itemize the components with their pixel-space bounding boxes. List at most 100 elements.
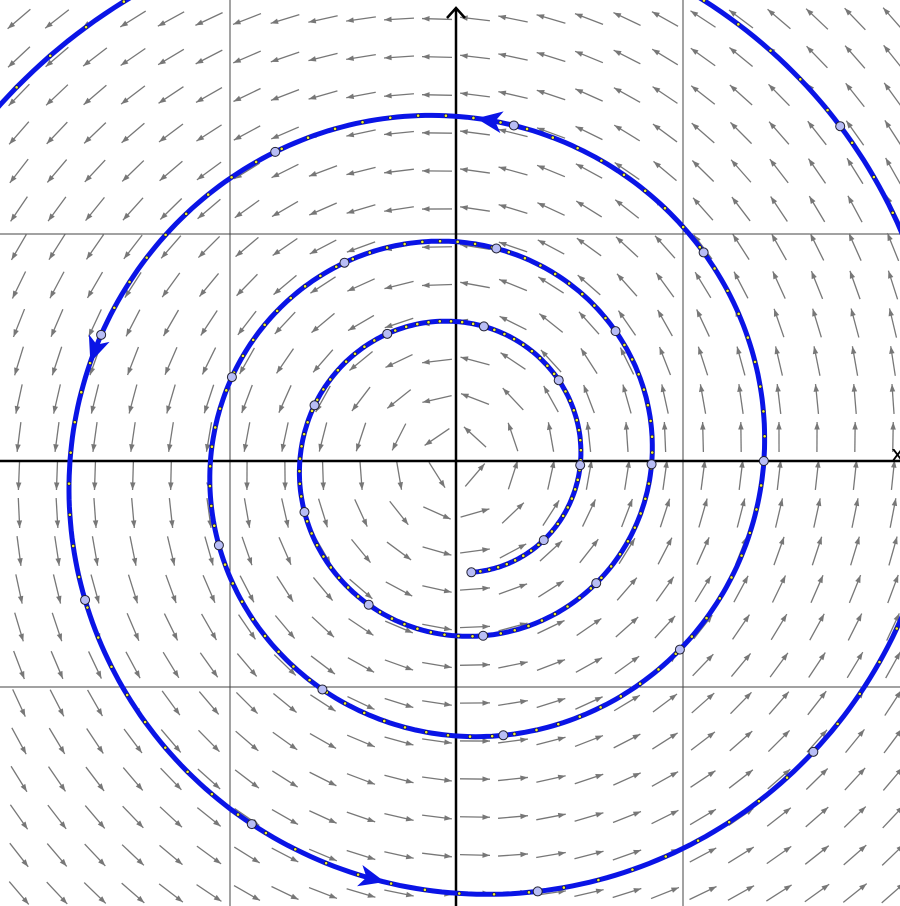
field-arrow-head [175, 895, 183, 903]
field-arrow-head [655, 235, 663, 244]
sample-dot [561, 514, 566, 518]
field-arrow-head [575, 126, 584, 133]
sample-point [270, 146, 281, 157]
sample-dot [77, 575, 81, 579]
field-arrow-head [538, 276, 547, 284]
sample-dot [618, 694, 623, 699]
field-arrow-head [422, 206, 430, 212]
field-arrow-head [498, 128, 507, 134]
field-arrow-head [444, 739, 452, 745]
field-arrow-head [779, 575, 786, 584]
field-arrow-head [10, 213, 18, 222]
sample-dot [578, 448, 583, 453]
field-arrow-head [88, 328, 95, 337]
sample-dot [890, 210, 895, 215]
field-arrow-head [845, 45, 853, 54]
sample-dot [565, 505, 570, 510]
sample-dot [529, 349, 534, 354]
field-arrow-head [286, 593, 294, 602]
field-arrow-head [166, 405, 172, 414]
sample-dot [877, 660, 882, 664]
sample-dot [353, 351, 357, 356]
field-arrow-head [328, 779, 337, 786]
field-arrow-head [404, 627, 413, 633]
sample-dot [553, 272, 558, 276]
sample-dot [206, 192, 211, 197]
field-arrow-head [346, 131, 355, 138]
sample-dot [603, 316, 608, 320]
field-arrow-head [806, 8, 814, 16]
field-arrow-head [405, 816, 414, 822]
field-arrow-head [858, 767, 866, 776]
sample-dot [208, 464, 213, 469]
sample-dot [468, 734, 472, 739]
field-arrow-head [460, 53, 468, 59]
sample-dot [393, 328, 398, 333]
sample-dot [112, 305, 117, 310]
field-arrow-head [852, 422, 858, 430]
sample-point [575, 460, 586, 471]
field-arrow-head [889, 346, 895, 355]
field-arrow-head [744, 692, 752, 700]
field-arrow-head [45, 59, 54, 67]
field-arrow-head [403, 553, 412, 560]
field-arrow-head [745, 769, 753, 777]
field-arrow-head [233, 57, 242, 63]
field-arrow-head [734, 271, 740, 280]
sample-dot [470, 634, 475, 639]
field-arrow-head [310, 286, 319, 294]
field-arrow-head [169, 520, 175, 528]
sample-dot [871, 175, 876, 179]
field-arrow-head [174, 857, 183, 865]
field-arrow-head [695, 272, 702, 281]
sample-dot [638, 511, 643, 516]
field-arrow-head [13, 328, 19, 337]
sample-dot [251, 337, 256, 342]
field-arrow-head [812, 308, 818, 317]
direction-arrow [476, 111, 504, 134]
field-arrow-head [845, 83, 853, 91]
field-arrow-head [812, 346, 819, 355]
field-arrow-head [482, 814, 490, 820]
sample-dot [428, 630, 433, 635]
sample-dot [208, 484, 212, 488]
field-arrow-head [849, 270, 856, 279]
sample-dot [758, 384, 763, 389]
direction-arrow [357, 864, 385, 887]
field-arrow-head [290, 856, 299, 862]
field-arrow-head [405, 740, 414, 746]
sample-dot [552, 371, 557, 376]
field-arrow-head [173, 744, 181, 753]
field-arrow-head [244, 482, 250, 490]
field-arrow-head [578, 311, 587, 320]
sample-dot [592, 303, 597, 308]
sample-dot [444, 113, 448, 118]
field-arrow-head [326, 630, 335, 638]
sample-dot [636, 372, 641, 377]
sample-dot [297, 481, 302, 486]
field-arrow-head [443, 587, 452, 594]
sample-dot [402, 242, 407, 246]
field-arrow-head [318, 443, 324, 452]
sample-dot [344, 359, 349, 364]
field-arrow-head [891, 498, 898, 507]
sample-dot [650, 434, 654, 439]
sample-point [674, 644, 685, 655]
sample-dot [588, 586, 593, 591]
field-arrow-head [460, 356, 469, 362]
field-arrow-head [743, 653, 751, 661]
sample-point [213, 540, 224, 551]
sample-dot [163, 232, 168, 237]
sample-dot [275, 308, 280, 313]
field-arrow-head [248, 594, 254, 603]
field-arrow-head [204, 405, 210, 414]
field-arrow-head [670, 771, 679, 778]
field-arrow-head [211, 706, 219, 715]
sample-dot [569, 496, 574, 501]
field-arrow-head [651, 11, 660, 18]
sample-point [466, 567, 477, 578]
field-arrow-head [271, 133, 280, 139]
sample-point [226, 372, 237, 383]
field-arrow-head [322, 519, 328, 528]
